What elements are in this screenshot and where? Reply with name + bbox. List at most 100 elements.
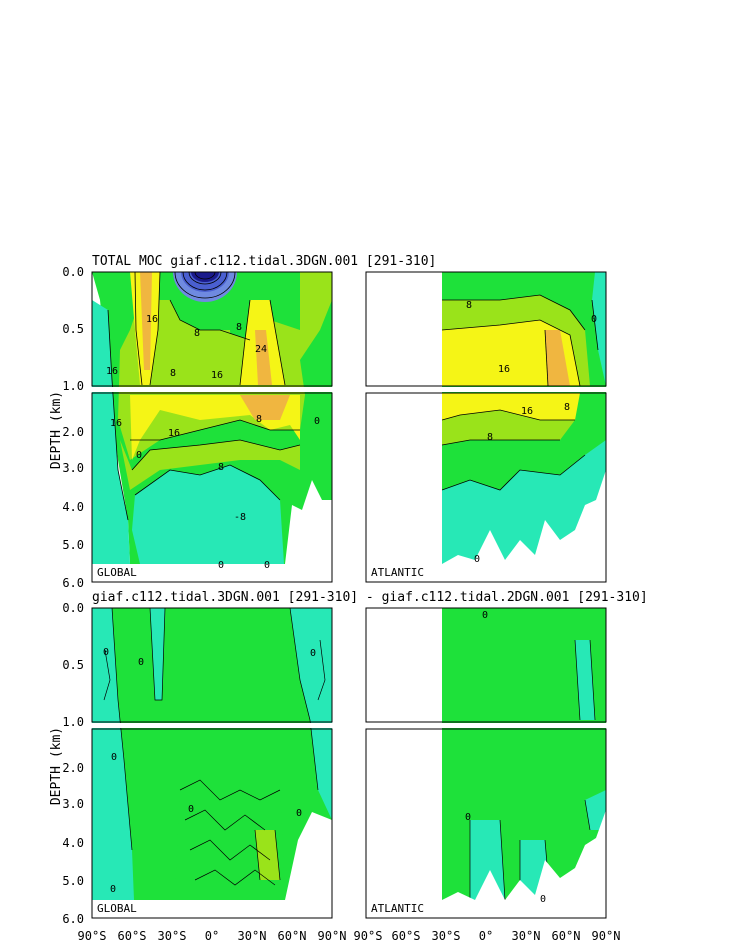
da-frame-top [365,607,607,723]
da-fill-cyan-1 [575,640,595,720]
tg-break [90,387,334,392]
cl-dg-6: 0 [310,648,316,659]
panel-total-atlantic [366,272,606,582]
ta-basin-label: ATLANTIC [371,566,424,579]
cl-tg-13: -8 [234,512,246,523]
ytick-bot-5: 4.0 [62,836,84,850]
xtick-a-3: 0° [479,929,493,943]
contour-labels-diff-global: 0 0 0 0 0 0 0 [103,647,316,895]
ytick-bot-1: 0.5 [62,658,84,672]
ta-frame-bottom [365,392,607,583]
xtick-g-4: 30°N [238,929,267,943]
ta-frame-top [365,271,607,387]
tg-contours [107,272,301,521]
ta-land-bottom [442,470,606,582]
cl-tg-9: 8 [256,414,262,425]
tg-basin-label: GLOBAL [97,566,137,579]
da-fill-cyan-2 [470,820,505,900]
dg-basin-label: GLOBAL [97,902,137,915]
dg-break [90,723,334,728]
tg-frame-top [91,271,333,387]
tg-frame-bottom [91,392,333,583]
xtick-g-3: 0° [205,929,219,943]
dg-fill-noise [175,790,285,900]
cl-tg-2: 16 [211,370,223,381]
xtick-g-1: 60°S [118,929,147,943]
cl-ta-5: 8 [564,402,570,413]
tg-fill-orange-lower [240,395,290,420]
ytick-bot-2: 1.0 [62,715,84,729]
contour-labels-total-atlantic: 8 0 16 16 8 8 0 [466,300,597,565]
cl-tg-15: 0 [264,560,270,571]
cl-tg-6: 8 [236,322,242,333]
cl-da-1: 0 [465,812,471,823]
cl-ta-4: 8 [487,432,493,443]
ylabel-top: DEPTH (km) [49,391,64,469]
cl-ta-0: 8 [466,300,472,311]
ytick-bot-3: 2.0 [62,761,84,775]
ytick-bot-7: 6.0 [62,912,84,926]
cl-dg-1: 0 [138,657,144,668]
cl-da-2: 0 [540,894,546,905]
bottom-title: giaf.c112.tidal.3DGN.001 [291-310] - gia… [92,590,648,605]
panel-diff-global [92,608,332,900]
da-break [364,723,608,728]
cl-tg-12: 8 [218,462,224,473]
xtick-a-0: 90°S [354,929,383,943]
cl-dg-4: 0 [296,808,302,819]
cl-tg-11: 0 [136,450,142,461]
ytick-top-3: 2.0 [62,425,84,439]
ta-break [364,387,608,392]
tg-fill-cyan [132,465,284,564]
contour-labels-total-global: 16 16 16 24 8 8 8 16 16 8 0 0 8 -8 0 0 [106,314,320,571]
x-ticks-global: 90°S 60°S 30°S 0° 30°N 60°N 90°N [78,929,347,943]
tg-fill-max-2 [255,330,272,385]
ytick-top-0: 0.0 [62,265,84,279]
y-ticks-bottom-group: 0.0 0.5 1.0 2.0 3.0 4.0 5.0 6.0 [62,601,84,926]
cl-da-0: 0 [482,610,488,621]
cl-dg-0: 0 [103,647,109,658]
tg-fill-cyan-2 [92,300,130,564]
xtick-a-1: 60°S [392,929,421,943]
contour-labels-diff-atlantic: 0 0 0 [465,610,546,905]
ytick-top-4: 3.0 [62,461,84,475]
ta-fill-cyan-top [592,272,606,386]
xtick-g-0: 90°S [78,929,107,943]
xtick-g-6: 90°N [318,929,347,943]
xtick-a-5: 60°N [552,929,581,943]
cl-ta-3: 16 [521,406,533,417]
tg-fill-max-1 [140,272,152,370]
dg-frame-bottom [91,728,333,919]
ta-contours [441,294,599,491]
da-fill-cyan-4 [585,790,606,830]
tg-fill-neg-inner [191,272,219,282]
cl-ta-6: 0 [474,554,480,565]
cl-dg-2: 0 [111,752,117,763]
cl-ta-2: 16 [498,364,510,375]
ta-fill-yellow-lower [442,393,580,420]
xtick-g-5: 60°N [278,929,307,943]
da-frame-bottom [365,728,607,919]
ta-fill-orange [545,330,570,386]
tg-fill-high-3 [205,330,232,385]
tg-fill-mid-lower [120,440,300,490]
cl-dg-3: 0 [188,804,194,815]
cl-tg-8: 16 [168,428,180,439]
panel-total-global [92,272,332,564]
xtick-g-2: 30°S [158,929,187,943]
cl-tg-0: 16 [146,314,158,325]
ytick-top-7: 6.0 [62,576,84,590]
cl-dg-5: 0 [110,884,116,895]
cl-tg-7: 16 [110,418,122,429]
cl-tg-1: 16 [106,366,118,377]
cl-tg-4: 8 [170,368,176,379]
ta-land [366,272,442,582]
ytick-top-5: 4.0 [62,500,84,514]
da-land-bottom [442,810,606,918]
top-title: TOTAL MOC giaf.c112.tidal.3DGN.001 [291-… [92,254,436,269]
da-basin-label: ATLANTIC [371,902,424,915]
ytick-bot-4: 3.0 [62,797,84,811]
xtick-a-2: 30°S [432,929,461,943]
cl-ta-1: 0 [591,314,597,325]
